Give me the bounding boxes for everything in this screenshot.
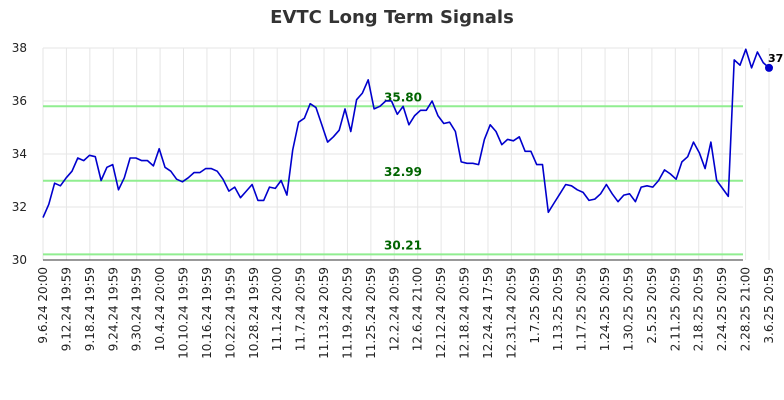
x-tick-label: 10.4.24 20:00 bbox=[153, 267, 167, 351]
x-tick-label: 12.24.24 17:59 bbox=[481, 267, 495, 359]
chart-title: EVTC Long Term Signals bbox=[270, 7, 514, 28]
x-tick-label: 1.24.25 20:59 bbox=[598, 267, 612, 351]
x-tick-label: 10.28.24 19:59 bbox=[247, 267, 261, 359]
x-tick-label: 1.7.25 20:59 bbox=[528, 267, 542, 344]
x-tick-label: 1.30.25 20:59 bbox=[621, 267, 635, 351]
x-tick-label: 12.31.24 20:59 bbox=[504, 267, 518, 359]
y-tick-label: 30 bbox=[12, 253, 27, 267]
x-tick-label: 12.2.24 20:59 bbox=[387, 267, 401, 351]
x-tick-label: 10.10.24 19:59 bbox=[177, 267, 191, 359]
x-tick-label: 12.6.24 21:00 bbox=[411, 267, 425, 351]
x-tick-label: 1.17.25 20:59 bbox=[575, 267, 589, 351]
y-tick-label: 34 bbox=[12, 147, 27, 161]
x-tick-label: 11.19.24 20:59 bbox=[340, 267, 354, 359]
y-tick-label: 32 bbox=[12, 200, 27, 214]
reference-line-label: 30.21 bbox=[384, 238, 422, 252]
last-value-label: 37.25 bbox=[768, 52, 784, 65]
x-tick-label: 3.6.25 20:59 bbox=[762, 267, 776, 344]
y-tick-label: 36 bbox=[12, 94, 27, 108]
x-tick-label: 2.11.25 20:59 bbox=[668, 267, 682, 351]
x-tick-label: 2.28.25 21:00 bbox=[739, 267, 753, 351]
reference-line-label: 32.99 bbox=[384, 165, 422, 179]
x-tick-label: 9.6.24 20:00 bbox=[36, 267, 50, 344]
x-tick-label: 12.12.24 20:59 bbox=[434, 267, 448, 359]
x-tick-label: 9.18.24 19:59 bbox=[83, 267, 97, 351]
x-tick-label: 11.1.24 20:00 bbox=[270, 267, 284, 351]
x-tick-label: 12.18.24 20:59 bbox=[458, 267, 472, 359]
x-tick-label: 9.12.24 19:59 bbox=[59, 267, 73, 351]
x-tick-label: 11.13.24 20:59 bbox=[317, 267, 331, 359]
x-tick-label: 2.5.25 20:59 bbox=[645, 267, 659, 344]
last-value-marker bbox=[765, 63, 773, 72]
x-tick-label: 2.24.25 20:59 bbox=[715, 267, 729, 351]
x-tick-label: 10.16.24 19:59 bbox=[200, 267, 214, 359]
x-tick-label: 11.7.24 20:59 bbox=[294, 267, 308, 351]
series-line bbox=[42, 48, 770, 218]
reference-line-label: 35.80 bbox=[384, 90, 422, 104]
x-tick-label: 11.25.24 20:59 bbox=[364, 267, 378, 359]
y-tick-label: 38 bbox=[12, 41, 27, 55]
x-tick-label: 1.13.25 20:59 bbox=[551, 267, 565, 351]
x-tick-label: 9.30.24 19:59 bbox=[130, 267, 144, 351]
x-tick-label: 9.24.24 19:59 bbox=[106, 267, 120, 351]
x-tick-label: 10.22.24 19:59 bbox=[223, 267, 237, 359]
x-tick-label: 2.18.25 20:59 bbox=[692, 267, 706, 351]
